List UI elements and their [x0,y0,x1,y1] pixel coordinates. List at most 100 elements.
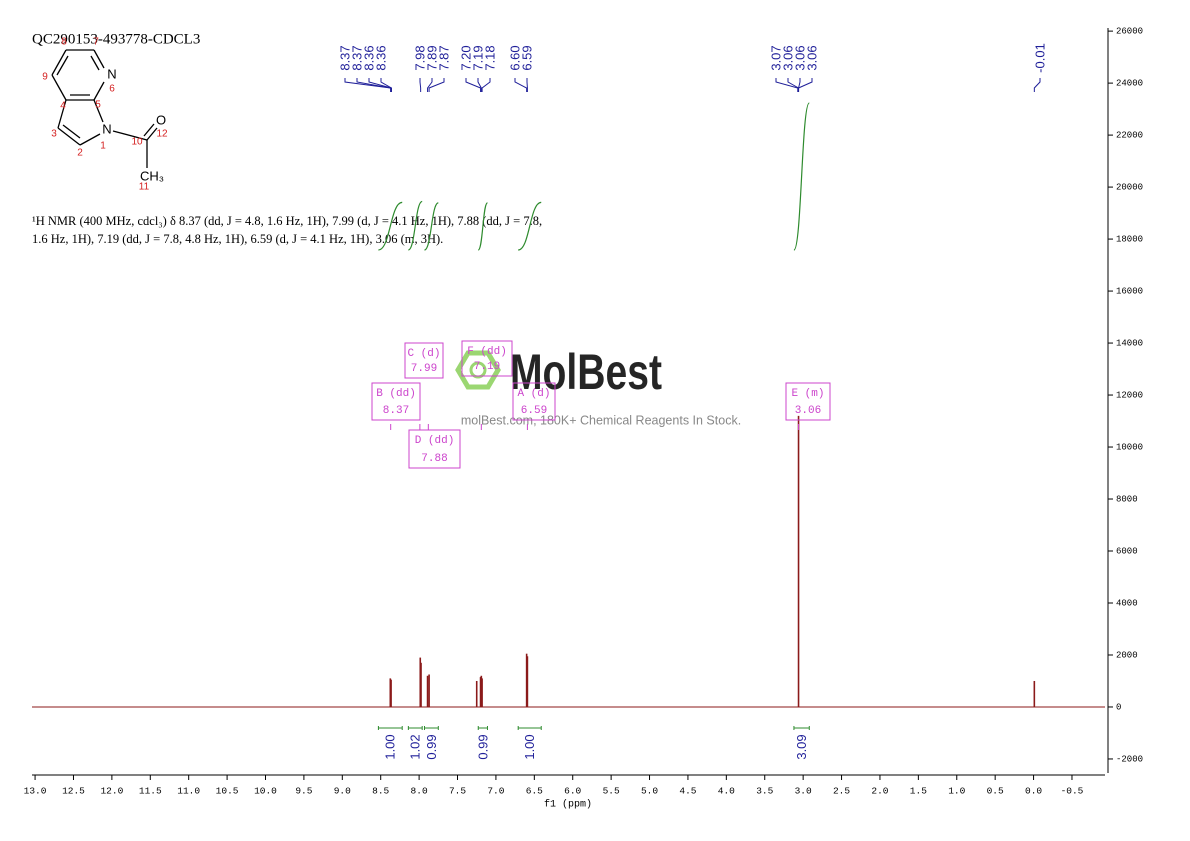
x-tick-label: 7.0 [487,786,504,797]
peak-label: 3.06 [792,45,807,70]
peak-label: 3.06 [804,45,819,70]
x-tick-label: 0.5 [987,786,1004,797]
watermark-tagline: molBest.com, 180K+ Chemical Reagents In … [461,413,741,427]
integral-bracket [517,726,542,730]
integral-label: 1.00 [383,734,398,759]
peak-label: 6.60 [507,45,522,70]
integral-bracket [793,726,810,730]
peak-label-connector [380,78,392,92]
integral-label: 1.02 [408,734,423,759]
integral-bracket [377,726,403,730]
peak-label-connector [356,78,392,92]
x-tick-label: 1.5 [910,786,927,797]
y-tick-label: 14000 [1116,338,1143,348]
bond [79,133,101,146]
bond [51,74,67,101]
x-tick-label: 9.0 [334,786,351,797]
multiplet-name: C (d) [407,348,440,360]
integral-curve [423,202,439,251]
multiplet-box [371,382,421,421]
peak-label: 8.36 [361,45,376,70]
x-tick-label: 6.5 [526,786,543,797]
multiplet-box [408,429,461,469]
bond [112,130,148,141]
x-tick-label: 9.5 [295,786,312,797]
atom-number: 10 [131,137,143,148]
x-tick-label: 5.5 [603,786,620,797]
integral-label: 3.09 [794,734,809,759]
integral-curve [477,202,489,251]
bond [93,81,105,101]
x-tick-label: 5.0 [641,786,658,797]
x-axis-label: f1 (ppm) [544,799,592,811]
integral-label: 0.99 [475,734,490,759]
x-tick-label: 11.5 [139,786,162,797]
peak-label-connector [427,78,433,92]
peak-label: 8.37 [349,45,364,70]
atom-number: 8 [61,37,67,48]
y-tick-label: 26000 [1116,26,1143,36]
y-tick-label: 18000 [1116,234,1143,244]
peak-label: 7.89 [424,45,439,70]
bond [57,127,81,146]
peak-label-connector [477,78,482,92]
peak-label: 3.07 [768,45,783,70]
peak-label: 7.18 [482,45,497,70]
atom-number: 9 [42,72,48,83]
peak-label: 3.06 [780,45,795,70]
multiplet-shift: 7.88 [421,453,447,465]
multiplet-name: F (dd) [467,346,507,358]
peak-label-connector [787,78,800,92]
peak-label-connector [428,78,445,92]
atom-symbol: N [107,66,116,81]
peak-label: -0.01 [1032,43,1047,73]
multiplet-name: A (d) [517,388,550,400]
multiplet-box [461,340,513,377]
y-tick-label: 12000 [1116,390,1143,400]
x-tick-label: 12.5 [62,786,85,797]
y-tick-label: 4000 [1116,598,1138,608]
chart-title: QC290153-493778-CDCL3 [32,31,200,47]
atom-number: 4 [60,101,66,112]
y-tick-label: 10000 [1116,442,1143,452]
x-tick-label: 8.0 [411,786,428,797]
atom-symbol: O [156,112,166,127]
logo-ring [469,361,487,379]
multiplet-box [404,342,444,379]
description: ¹H NMR (400 MHz, cdcl₃) δ 8.37 (dd, J = … [32,214,542,228]
integral-curve [407,200,423,251]
integral-label: 1.00 [522,734,537,759]
integral-bracket [477,726,488,730]
atom-number: 1 [100,141,106,152]
multiplet-shift: 3.06 [795,405,821,417]
x-tick-label: 10.5 [216,786,239,797]
bond [146,127,158,141]
peak-label-connector [465,78,482,92]
x-tick-label: 1.0 [948,786,965,797]
logo-hexagon [455,350,501,390]
bond [56,55,69,76]
bond [51,49,67,76]
bond [57,99,67,129]
x-tick-label: 10.0 [254,786,277,797]
atom-number: 5 [95,100,101,111]
integral-curve [517,201,542,251]
atom-symbol: CH₃ [140,168,164,183]
y-tick-label: -2000 [1116,754,1143,764]
y-tick-label: 6000 [1116,546,1138,556]
y-tick-label: 16000 [1116,286,1143,296]
peak-label-connector [344,78,392,92]
peak-label: 6.59 [519,45,534,70]
x-tick-label: 3.5 [756,786,773,797]
integral-label: 0.99 [424,734,439,759]
bond [62,124,81,139]
peak-label: 7.20 [458,45,473,70]
y-tick-label: 20000 [1116,182,1143,192]
peak-label-connector [798,78,813,92]
y-tick-label: 0 [1116,702,1121,712]
x-tick-label: 2.5 [833,786,850,797]
peak-label: 7.19 [470,45,485,70]
peak-label: 7.87 [436,45,451,70]
